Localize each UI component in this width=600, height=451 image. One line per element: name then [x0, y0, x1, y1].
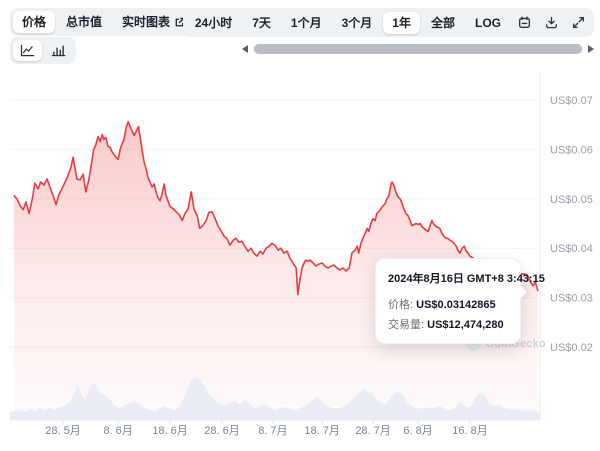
- expand-button[interactable]: [566, 11, 591, 34]
- scrollbar-track[interactable]: [253, 44, 583, 54]
- range-3m[interactable]: 3个月: [333, 12, 382, 34]
- tooltip-volume-value: US$12,474,280: [427, 319, 504, 331]
- y-axis-label: US$0.04: [550, 243, 593, 255]
- expand-icon: [572, 16, 585, 29]
- tab-tradingview-label: 实时图表: [122, 15, 171, 29]
- y-axis-label: US$0.03: [550, 293, 593, 305]
- tooltip-volume-row: 交易量: US$12,474,280: [388, 316, 508, 332]
- price-line: [13, 120, 539, 296]
- price-area-fill: [14, 121, 538, 420]
- scroll-right-button[interactable]: [586, 43, 596, 55]
- download-icon: [545, 16, 558, 29]
- range-7d[interactable]: 7天: [243, 12, 280, 34]
- x-axis-label: 8. 6月: [103, 425, 132, 437]
- range-1y[interactable]: 1年: [383, 11, 420, 34]
- tooltip-price-label: 价格:: [388, 299, 414, 311]
- log-scale-toggle[interactable]: LOG: [466, 12, 510, 34]
- scroll-left-button[interactable]: [240, 43, 250, 55]
- y-axis-label: US$0.05: [550, 194, 593, 206]
- line-chart-icon: [20, 44, 35, 57]
- tab-market-cap[interactable]: 总市值: [57, 11, 111, 33]
- volume-area: [10, 377, 540, 420]
- x-axis-label: 28. 5月: [45, 425, 80, 437]
- bar-chart-button[interactable]: [44, 40, 73, 61]
- x-axis-label: 28. 6月: [204, 425, 239, 437]
- y-axis-label: US$0.06: [550, 144, 593, 156]
- tab-price[interactable]: 价格: [13, 11, 56, 33]
- tooltip-price-value: US$0.03142865: [416, 299, 496, 311]
- metric-tabs: 价格 总市值 实时图表: [10, 8, 198, 36]
- range-controls: 24小时 7天 1个月 3个月 1年 全部 LOG: [182, 8, 594, 37]
- x-axis-label: 16. 8月: [452, 425, 487, 437]
- x-axis-label: 28. 7月: [355, 425, 390, 437]
- x-axis-label: 6. 8月: [403, 425, 432, 437]
- x-axis-label: 8. 7月: [258, 425, 287, 437]
- scroll-left-icon: [242, 45, 248, 53]
- tooltip-price-row: 价格: US$0.03142865: [388, 296, 508, 312]
- calendar-button[interactable]: [512, 11, 537, 34]
- tooltip-datetime: 2024年8月16日 GMT+8 3:43:15: [388, 273, 545, 285]
- download-button[interactable]: [539, 11, 564, 34]
- range-all[interactable]: 全部: [422, 12, 464, 34]
- chart-tooltip: 2024年8月16日 GMT+8 3:43:15 价格: US$0.031428…: [375, 258, 545, 344]
- y-axis-label: US$0.07: [550, 95, 593, 107]
- range-24h[interactable]: 24小时: [186, 12, 241, 34]
- calendar-icon: [518, 16, 531, 29]
- range-1m[interactable]: 1个月: [282, 12, 331, 34]
- bar-chart-icon: [51, 44, 66, 57]
- y-axis-label: US$0.02: [550, 342, 593, 354]
- scrollbar-thumb[interactable]: [254, 44, 582, 54]
- scroll-right-icon: [588, 45, 594, 53]
- x-axis-label: 18. 7月: [304, 425, 339, 437]
- chart-type-toggle: [10, 37, 76, 64]
- tooltip-volume-label: 交易量:: [388, 319, 425, 331]
- line-chart-button[interactable]: [13, 40, 42, 61]
- x-axis-label: 18. 6月: [152, 425, 187, 437]
- chart-scrollbar: [240, 42, 596, 56]
